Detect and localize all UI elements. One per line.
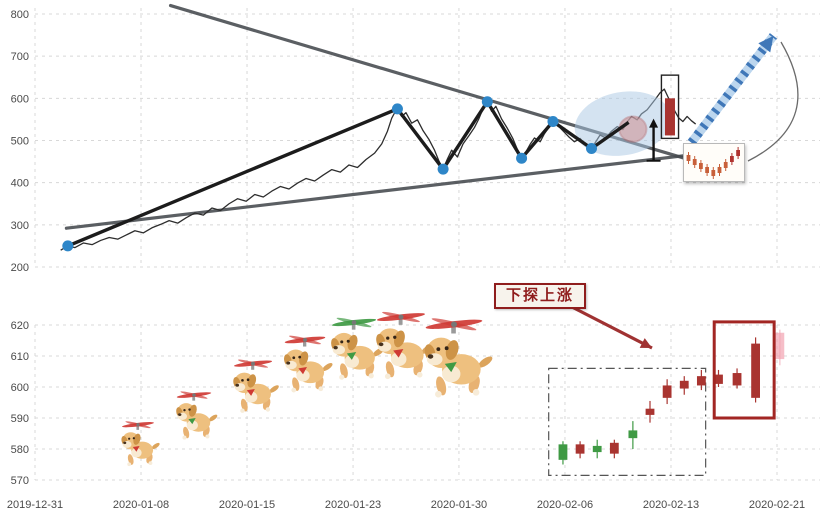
breakout-bar: [665, 98, 675, 135]
pivot-dot: [392, 103, 403, 114]
y-tick-label: 400: [11, 178, 29, 190]
pivot-dot: [586, 143, 597, 154]
x-tick-label: 2020-02-21: [749, 499, 805, 511]
candle-body: [593, 446, 602, 452]
zigzag-line: [68, 102, 629, 246]
candle-body: [775, 333, 784, 359]
annotation-label: 下探上涨: [506, 287, 574, 304]
candle-body: [663, 385, 672, 397]
candle-body: [576, 444, 585, 453]
y-tick-label: 620: [11, 320, 29, 332]
x-tick-label: 2020-01-08: [113, 499, 169, 511]
pivot-dot: [62, 240, 73, 251]
inset-candle-body: [693, 159, 697, 165]
x-tick-label: 2020-01-15: [219, 499, 275, 511]
y-tick-label: 580: [11, 444, 29, 456]
y-tick-label: 300: [11, 220, 29, 232]
candle-body: [646, 409, 655, 415]
y-tick-label: 610: [11, 351, 29, 363]
highlight-rect: [714, 322, 774, 418]
chart-figure: 200 300 400 500 600 700 800 570 580 590 600 610 620 2…: [0, 0, 826, 520]
y-tick-label: 600: [11, 382, 29, 394]
pivot-dot: [438, 164, 449, 175]
y-tick-label: 800: [11, 9, 29, 21]
inset-candle-body: [718, 167, 722, 173]
pattern-inset-candles: [684, 144, 744, 181]
inset-candle-body: [730, 156, 734, 162]
x-tick-label: 2020-02-06: [537, 499, 593, 511]
y-tick-label: 590: [11, 413, 29, 425]
candle-body: [697, 376, 706, 385]
pattern-inset: [683, 143, 745, 182]
annotation-callout: 下探上涨: [494, 283, 586, 309]
candle-body: [733, 373, 742, 385]
x-tick-label: 2020-01-30: [431, 499, 487, 511]
inset-candle-body: [705, 167, 709, 173]
y-tick-label: 570: [11, 475, 29, 487]
candle-body: [559, 444, 568, 460]
inset-candle-body: [711, 170, 715, 176]
y-tick-label: 700: [11, 51, 29, 63]
candle-body: [680, 381, 689, 389]
y-tick-label: 500: [11, 136, 29, 148]
inset-candle-body: [724, 162, 728, 168]
x-tick-label: 2020-01-23: [325, 499, 381, 511]
highlight-inner-circle: [619, 116, 646, 141]
pivot-dot: [482, 96, 493, 107]
chart-canvas: 200 300 400 500 600 700 800 570 580 590 600 610 620 2…: [0, 0, 826, 520]
x-tick-label: 2019-12-31: [7, 499, 63, 511]
trendline-support: [66, 156, 684, 229]
candle-body: [610, 443, 619, 454]
projection-arrow-stripes: [691, 36, 773, 143]
inset-candle-body: [736, 150, 740, 156]
pivot-dot: [547, 116, 558, 127]
inset-candle-body: [699, 163, 703, 169]
candle-body: [628, 430, 637, 438]
x-tick-label: 2020-02-13: [643, 499, 699, 511]
y-tick-label: 600: [11, 93, 29, 105]
y-tick-label: 200: [11, 262, 29, 274]
pivot-dot: [516, 153, 527, 164]
inset-candle-body: [687, 155, 691, 161]
grid-lines: [35, 8, 820, 480]
annotation-arrow: [572, 307, 652, 348]
candle-body: [751, 344, 760, 398]
